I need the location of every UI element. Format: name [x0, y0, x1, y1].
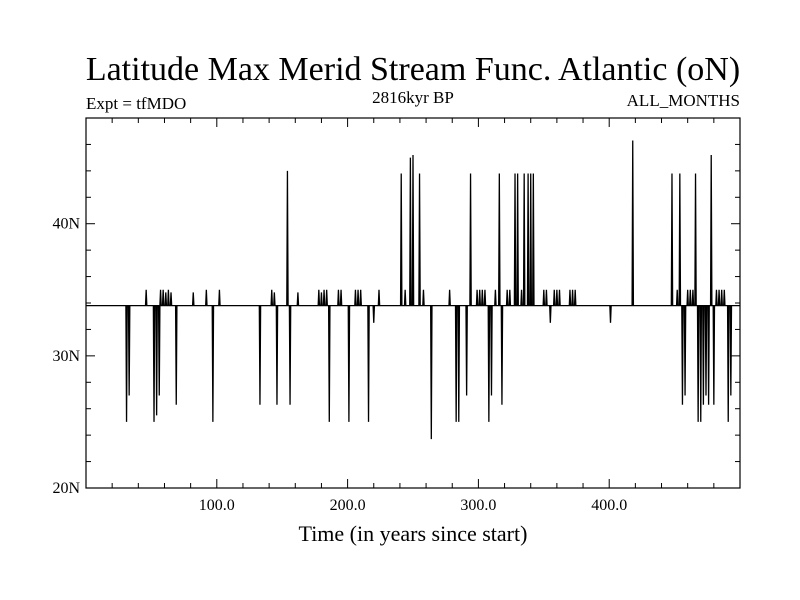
x-tick-label: 300.0	[460, 497, 496, 514]
months-label: ALL_MONTHS	[627, 91, 740, 110]
x-tick-label: 400.0	[591, 497, 627, 514]
y-tick-label: 40N	[52, 216, 80, 233]
axis-ticks	[86, 118, 740, 488]
series-line-0	[86, 140, 740, 440]
experiment-label: Expt = tfMDO	[86, 94, 186, 113]
plot-frame	[85, 117, 741, 489]
chart-title: Latitude Max Merid Stream Func. Atlantic…	[86, 51, 740, 88]
y-tick-label: 20N	[52, 480, 80, 497]
tick-labels: 100.0 200.0 300.0 400.0 20N 30N 40N	[52, 216, 627, 514]
x-axis-label: Time (in years since start)	[299, 521, 528, 546]
x-tick-label: 100.0	[199, 497, 235, 514]
series-layer	[86, 140, 740, 440]
y-tick-label: 30N	[52, 348, 80, 365]
period-label: 2816kyr BP	[372, 88, 454, 107]
x-tick-label: 200.0	[330, 497, 366, 514]
